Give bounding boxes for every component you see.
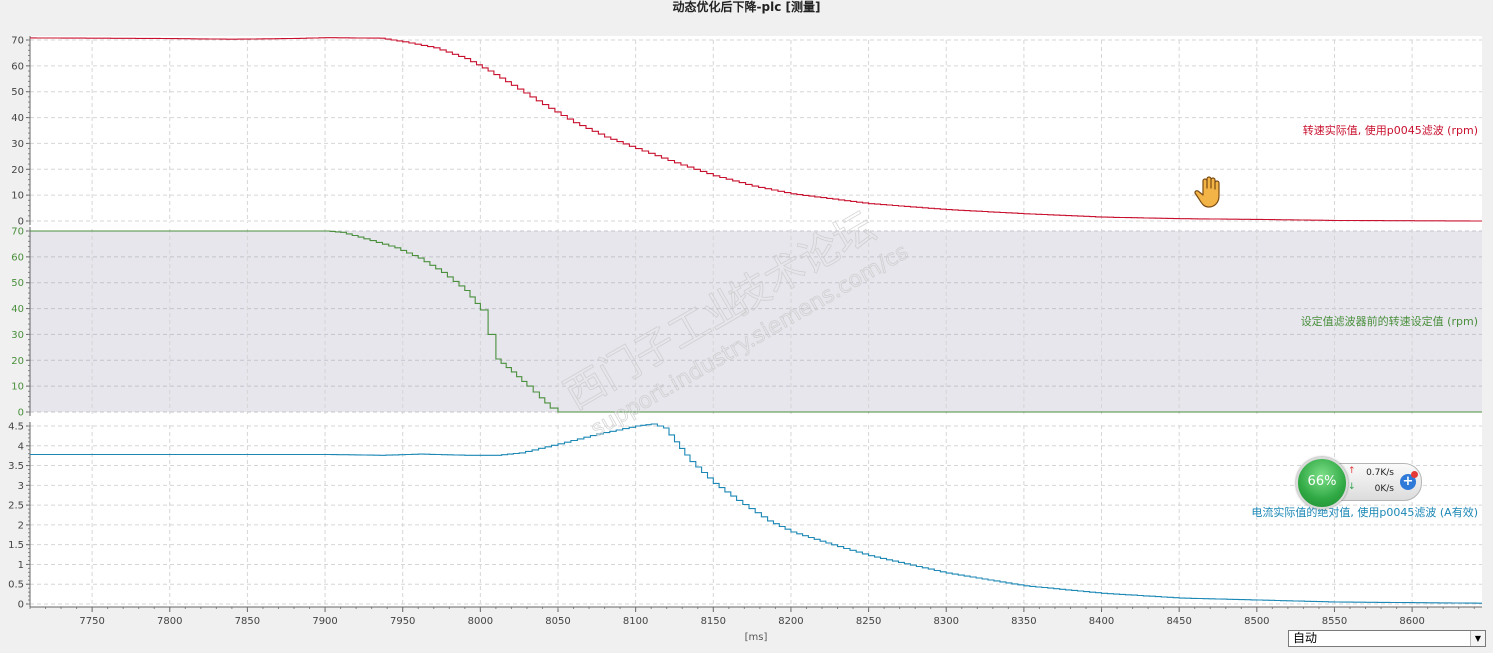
x-tick-label: 7950 — [390, 616, 415, 627]
y-tick-label: 40 — [11, 304, 24, 315]
pane-gap — [30, 414, 1482, 424]
x-axis-unit-label: [ms] — [745, 632, 768, 643]
x-tick-label: 8100 — [623, 616, 648, 627]
chevron-down-icon[interactable]: ▼ — [1470, 631, 1485, 646]
chart-title: 动态优化后下降-plc [测量] — [672, 0, 821, 14]
network-speed-widget[interactable]: 66% ↑ 0.7K/s ↓ 0K/s + — [1296, 457, 1424, 509]
x-tick-label: 8550 — [1322, 616, 1347, 627]
y-tick-label: 60 — [11, 252, 24, 263]
upload-arrow-icon: ↑ — [1348, 466, 1356, 476]
upload-speed: 0.7K/s — [1366, 468, 1394, 478]
y-tick-label: 3 — [18, 481, 24, 492]
hand-cursor-icon — [1194, 176, 1226, 210]
plus-icon[interactable]: + — [1400, 474, 1416, 490]
x-tick-label: 8300 — [934, 616, 959, 627]
x-tick-label: 7800 — [157, 616, 182, 627]
network-percent-badge: 66% — [1296, 457, 1348, 509]
y-tick-label: 50 — [11, 278, 24, 289]
x-tick-label: 7900 — [312, 616, 337, 627]
y-tick-label: 0 — [18, 408, 24, 419]
y-tick-label: 0 — [18, 217, 24, 228]
notification-dot — [1411, 471, 1418, 478]
y-tick-label: 30 — [11, 139, 24, 150]
y-tick-label: 70 — [11, 36, 24, 47]
x-tick-label: 8350 — [1011, 616, 1036, 627]
series-labels: 转速实际值, 使用p0045滤波 (rpm) 设定值滤波器前的转速设定值 (rpm… — [1251, 123, 1478, 519]
zoom-mode-select[interactable]: 自动 ▼ — [1288, 630, 1486, 647]
x-tick-label: 8250 — [856, 616, 881, 627]
series-label-2: 设定值滤波器前的转速设定值 (rpm) — [1301, 314, 1478, 328]
series-label-1: 转速实际值, 使用p0045滤波 (rpm) — [1303, 123, 1478, 137]
x-tick-label: 8500 — [1244, 616, 1269, 627]
setpoint-shaded-band — [30, 231, 1482, 412]
x-tick-label: 7850 — [235, 616, 260, 627]
x-tick-label: 8400 — [1089, 616, 1114, 627]
y-tick-label: 30 — [11, 330, 24, 341]
series-line-1 — [30, 37, 1482, 222]
x-tick-label: 8450 — [1166, 616, 1191, 627]
pane-gap — [30, 223, 1482, 229]
zoom-mode-value: 自动 — [1293, 631, 1318, 645]
y-tick-label: 4 — [18, 441, 24, 452]
series-lines — [30, 37, 1482, 604]
y-tick-label: 60 — [11, 61, 24, 72]
download-arrow-icon: ↓ — [1348, 482, 1356, 492]
y-tick-label: 0 — [18, 600, 24, 611]
y-tick-label: 1 — [18, 560, 24, 571]
y-tick-label: 20 — [11, 165, 24, 176]
y-tick-label: 70 — [11, 227, 24, 238]
y-tick-label: 1.5 — [8, 540, 24, 551]
pane-separators — [30, 223, 1482, 424]
x-axis: 7750 7800 7850 7900 7950 8000 8050 8100 8150 8200… — [29, 606, 1482, 627]
series-line-2 — [30, 230, 1482, 413]
series-line-3 — [30, 423, 1482, 604]
x-tick-label: 8150 — [701, 616, 726, 627]
y-tick-label: 50 — [11, 87, 24, 98]
y-tick-label: 2.5 — [8, 501, 24, 512]
series-label-3: 电流实际值的绝对值, 使用p0045滤波 (A有效) — [1251, 505, 1478, 519]
y-axes: 01020304050607001020304050607000.511.522… — [8, 36, 31, 611]
y-tick-label: 3.5 — [8, 461, 24, 472]
y-tick-label: 4.5 — [8, 422, 24, 433]
x-tick-label: 8000 — [468, 616, 493, 627]
y-tick-label: 10 — [11, 191, 24, 202]
x-tick-label: 7750 — [79, 616, 104, 627]
x-tick-label: 8200 — [778, 616, 803, 627]
download-speed: 0K/s — [1374, 484, 1394, 494]
x-tick-label: 8600 — [1399, 616, 1424, 627]
y-tick-label: 20 — [11, 356, 24, 367]
y-tick-label: 40 — [11, 113, 24, 124]
y-tick-label: 10 — [11, 382, 24, 393]
y-tick-label: 2 — [18, 520, 24, 531]
x-tick-label: 8050 — [545, 616, 570, 627]
y-tick-label: 0.5 — [8, 580, 24, 591]
